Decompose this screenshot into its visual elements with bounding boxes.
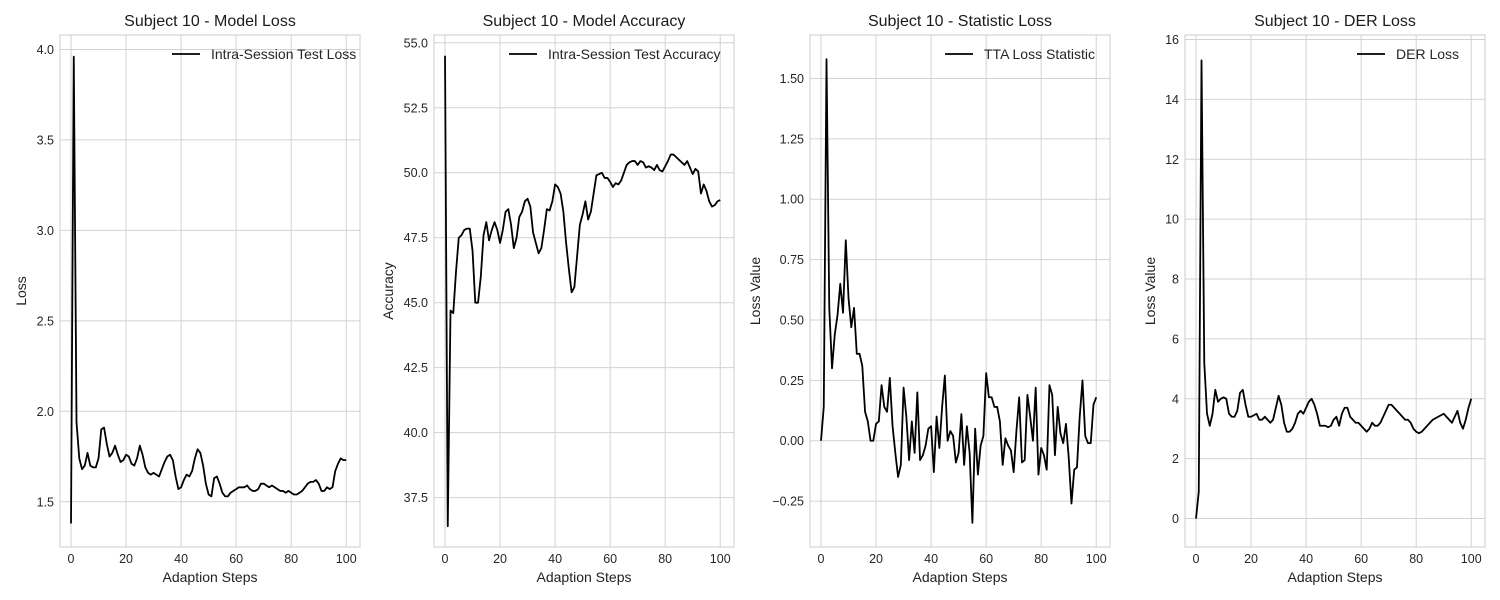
y-tick-label: 4 (1172, 392, 1179, 406)
y-axis-label: Loss Value (1142, 257, 1158, 325)
x-tick-label: 20 (493, 552, 507, 566)
series-line (444, 55, 721, 528)
y-tick-label: 37.5 (404, 491, 428, 505)
legend-label: TTA Loss Statistic (984, 46, 1095, 62)
x-tick-label: 40 (174, 552, 188, 566)
series-line (820, 58, 1098, 524)
series-line (1195, 59, 1473, 519)
y-tick-label: 0 (1172, 512, 1179, 526)
x-tick-label: 40 (924, 552, 938, 566)
x-tick-label: 100 (710, 552, 731, 566)
chart-title: Subject 10 - Model Accuracy (483, 13, 686, 30)
y-tick-label: 47.5 (404, 231, 428, 245)
x-tick-label: 40 (1299, 552, 1313, 566)
y-axis-label: Loss Value (747, 257, 763, 325)
y-tick-label: 3.0 (37, 224, 54, 238)
x-tick-label: 0 (442, 552, 449, 566)
y-tick-label: 1.25 (780, 132, 804, 146)
chart-panel-4: 0 20 40 60 80 100 0 2 4 6 8 10 12 14 16 Subject 10 - DE… (1142, 13, 1486, 585)
y-tick-label: 4.0 (37, 43, 54, 57)
y-tick-label: 14 (1165, 93, 1179, 107)
y-tick-label: 40.0 (404, 426, 428, 440)
x-tick-label: 20 (1244, 552, 1258, 566)
y-tick-label: 10 (1165, 213, 1179, 227)
legend-label: Intra-Session Test Loss (211, 46, 356, 62)
y-tick-label: 12 (1165, 153, 1179, 167)
x-tick-label: 20 (119, 552, 133, 566)
y-tick-label: 2 (1172, 452, 1179, 466)
x-axis-label: Adaption Steps (163, 569, 258, 585)
y-tick-label: 8 (1172, 273, 1179, 287)
y-axis-label: Accuracy (380, 262, 396, 320)
x-tick-label: 80 (284, 552, 298, 566)
x-tick-label: 0 (1193, 552, 1200, 566)
series-line (70, 55, 347, 524)
x-tick-label: 100 (1461, 552, 1482, 566)
x-tick-label: 80 (1409, 552, 1423, 566)
y-tick-label: 42.5 (404, 361, 428, 375)
x-axis-label: Adaption Steps (1288, 569, 1383, 585)
chart-panel-1: 0 20 40 60 80 100 1.5 2.0 2.5 3.0 3.5 4.0 Subject 10… (13, 13, 361, 585)
y-axis-label: Loss (13, 276, 29, 306)
chart-panel-3: 0 20 40 60 80 100 −0.25 0.00 0.25 0.50 0.75 1.00 1.2… (747, 13, 1111, 585)
x-tick-label: 0 (818, 552, 825, 566)
x-tick-label: 60 (1354, 552, 1368, 566)
x-tick-label: 20 (869, 552, 883, 566)
y-tick-label: 50.0 (404, 166, 428, 180)
plot-frame (809, 34, 1111, 548)
y-tick-label: 3.5 (37, 133, 54, 147)
x-tick-label: 80 (658, 552, 672, 566)
chart-title: Subject 10 - DER Loss (1254, 13, 1416, 30)
x-tick-label: 60 (603, 552, 617, 566)
plot-frame (1184, 34, 1486, 548)
x-tick-label: 40 (548, 552, 562, 566)
y-tick-label: 52.5 (404, 101, 428, 115)
x-axis-label: Adaption Steps (913, 569, 1008, 585)
y-tick-label: 2.5 (37, 314, 54, 328)
y-tick-label: 0.50 (780, 313, 804, 327)
x-tick-label: 60 (229, 552, 243, 566)
y-tick-label: 55.0 (404, 36, 428, 50)
x-tick-label: 100 (336, 552, 357, 566)
legend-label: Intra-Session Test Accuracy (548, 46, 720, 62)
chart-title: Subject 10 - Model Loss (124, 13, 296, 30)
y-tick-label: 2.0 (37, 405, 54, 419)
y-tick-label: 16 (1165, 33, 1179, 47)
y-tick-label: 6 (1172, 332, 1179, 346)
chart-panel-2: 0 20 40 60 80 100 37.5 40.0 42.5 45.0 47.5 50.0 52.5… (380, 13, 735, 585)
y-tick-label: 1.5 (37, 495, 54, 509)
x-tick-label: 80 (1034, 552, 1048, 566)
x-tick-label: 100 (1086, 552, 1107, 566)
y-tick-label: 0.00 (780, 434, 804, 448)
y-tick-label: 0.75 (780, 253, 804, 267)
plot-frame (433, 34, 735, 548)
plot-frame (59, 34, 361, 548)
x-axis-label: Adaption Steps (537, 569, 632, 585)
y-tick-label: 45.0 (404, 296, 428, 310)
y-tick-label: 1.50 (780, 72, 804, 86)
x-tick-label: 60 (979, 552, 993, 566)
legend-label: DER Loss (1396, 46, 1459, 62)
y-tick-label: −0.25 (772, 495, 804, 509)
x-tick-label: 0 (68, 552, 75, 566)
y-tick-label: 0.25 (780, 374, 804, 388)
chart-title: Subject 10 - Statistic Loss (868, 13, 1052, 30)
y-tick-label: 1.00 (780, 193, 804, 207)
